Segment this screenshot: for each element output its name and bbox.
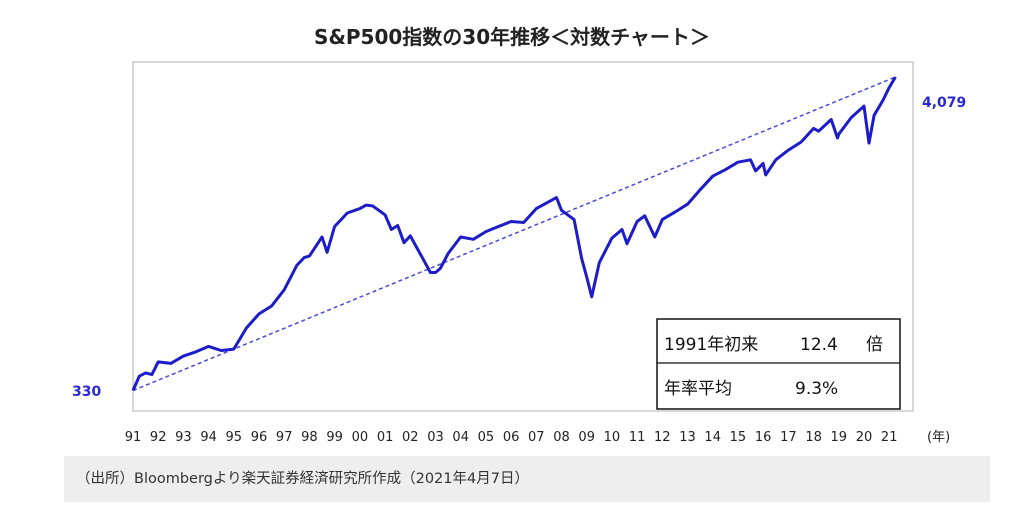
summary-value-2: 9.3% bbox=[795, 379, 838, 399]
x-tick-label: 97 bbox=[276, 430, 293, 445]
x-tick-label: 99 bbox=[326, 430, 343, 445]
series-layer bbox=[131, 76, 897, 392]
x-tick-label: 12 bbox=[654, 430, 671, 445]
summary-unit-1: 倍 bbox=[866, 335, 883, 355]
sp500-series-line bbox=[131, 76, 897, 392]
summary-label-2: 年率平均 bbox=[664, 379, 732, 399]
summary-label-1: 1991年初来 bbox=[664, 335, 758, 355]
x-tick-label: 17 bbox=[780, 430, 797, 445]
x-tick-label: 96 bbox=[251, 430, 268, 445]
x-tick-label: 94 bbox=[200, 430, 217, 445]
x-tick-label: 10 bbox=[604, 430, 621, 445]
x-tick-label: 08 bbox=[553, 430, 570, 445]
summary-box-frame bbox=[656, 318, 901, 410]
chart-title: S&P500指数の30年推移＜対数チャート＞ bbox=[314, 25, 710, 49]
x-tick-label: 95 bbox=[226, 430, 243, 445]
x-tick-label: 06 bbox=[503, 430, 520, 445]
x-tick-label: 93 bbox=[175, 430, 192, 445]
x-tick-label: 18 bbox=[805, 430, 822, 445]
source-note: （出所）Bloombergより楽天証券経済研究所作成（2021年4月7日） bbox=[64, 456, 990, 502]
x-tick-label: 20 bbox=[856, 430, 873, 445]
x-tick-label: 11 bbox=[629, 430, 646, 445]
x-tick-label: 19 bbox=[831, 430, 848, 445]
x-tick-label: 92 bbox=[150, 430, 167, 445]
x-axis-ticks: 91 92 93 94 95 96 97 98 99 00 01 02 03 04 05 06 07 08 09 10… bbox=[125, 430, 898, 445]
x-tick-label: 00 bbox=[352, 430, 369, 445]
x-tick-label: 01 bbox=[377, 430, 394, 445]
x-tick-label: 16 bbox=[755, 430, 772, 445]
x-tick-label: 07 bbox=[528, 430, 545, 445]
x-tick-label: 14 bbox=[704, 430, 721, 445]
trend-line bbox=[132, 76, 896, 392]
x-axis-unit-label: (年) bbox=[927, 430, 950, 445]
x-tick-label: 98 bbox=[301, 430, 318, 445]
x-tick-label: 05 bbox=[478, 430, 495, 445]
x-tick-label: 91 bbox=[125, 430, 142, 445]
x-tick-label: 21 bbox=[881, 430, 898, 445]
start-value-label: 330 bbox=[72, 384, 101, 400]
x-tick-label: 03 bbox=[427, 430, 444, 445]
x-tick-label: 04 bbox=[452, 430, 469, 445]
x-tick-label: 15 bbox=[730, 430, 747, 445]
x-tick-label: 02 bbox=[402, 430, 419, 445]
summary-box: 1991年初来 12.4 倍 年率平均 9.3% bbox=[656, 318, 901, 410]
summary-value-1: 12.4 bbox=[800, 335, 838, 355]
x-tick-label: 09 bbox=[578, 430, 595, 445]
trend-layer bbox=[132, 76, 896, 392]
x-tick-label: 13 bbox=[679, 430, 696, 445]
end-value-label: 4,079 bbox=[922, 95, 966, 111]
